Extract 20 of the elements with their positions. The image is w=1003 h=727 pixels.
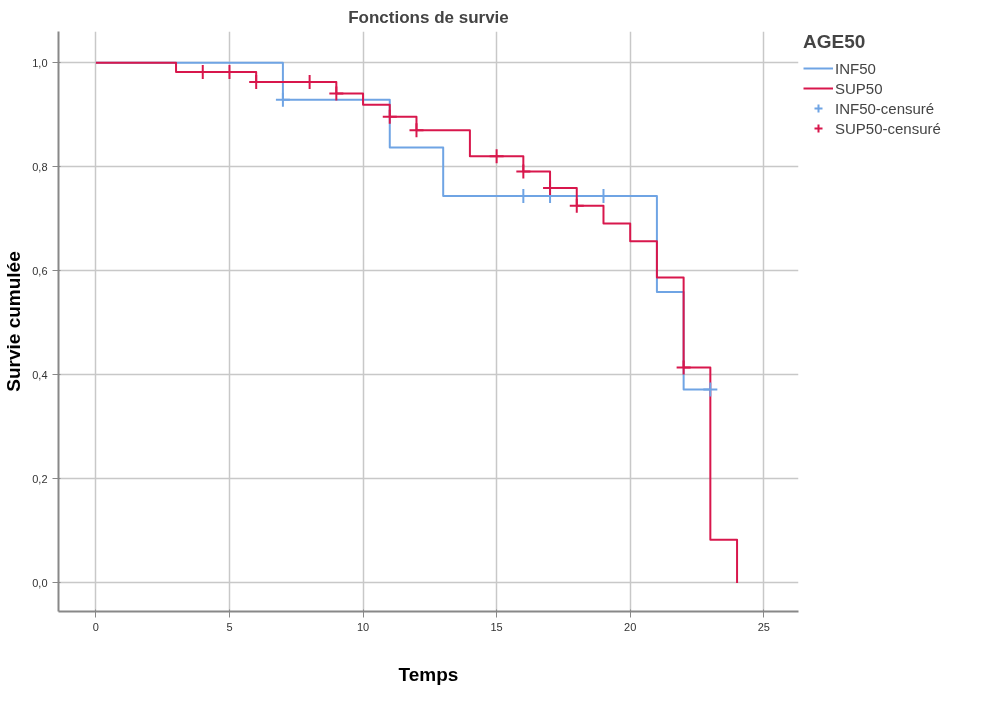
y-tick-label: 0,8 [32,160,48,173]
x-tick-label: 20 [624,620,637,633]
legend-label: SUP50-censuré [835,119,941,137]
x-tick-label: 0 [92,620,99,633]
y-axis-title: Survie cumulée [3,251,25,392]
legend-title: AGE50 [803,31,867,53]
y-tick-label: 0,4 [32,368,48,381]
legend-label: INF50 [835,59,876,77]
y-tick-label: 0,0 [32,576,48,589]
y-tick-label: 1,0 [32,56,48,69]
x-tick-label: 15 [490,620,503,633]
x-tick-label: 10 [356,620,370,633]
x-tick-label: 5 [226,620,233,633]
x-tick-label: 25 [757,620,770,633]
legend-label: INF50-censuré [835,99,935,117]
chart-title: Fonctions de survie [348,7,509,27]
y-tick-label: 0,2 [32,472,48,485]
legend-label: SUP50 [835,79,883,97]
y-tick-label: 0,6 [32,264,48,277]
x-axis-title: Temps [398,663,459,685]
